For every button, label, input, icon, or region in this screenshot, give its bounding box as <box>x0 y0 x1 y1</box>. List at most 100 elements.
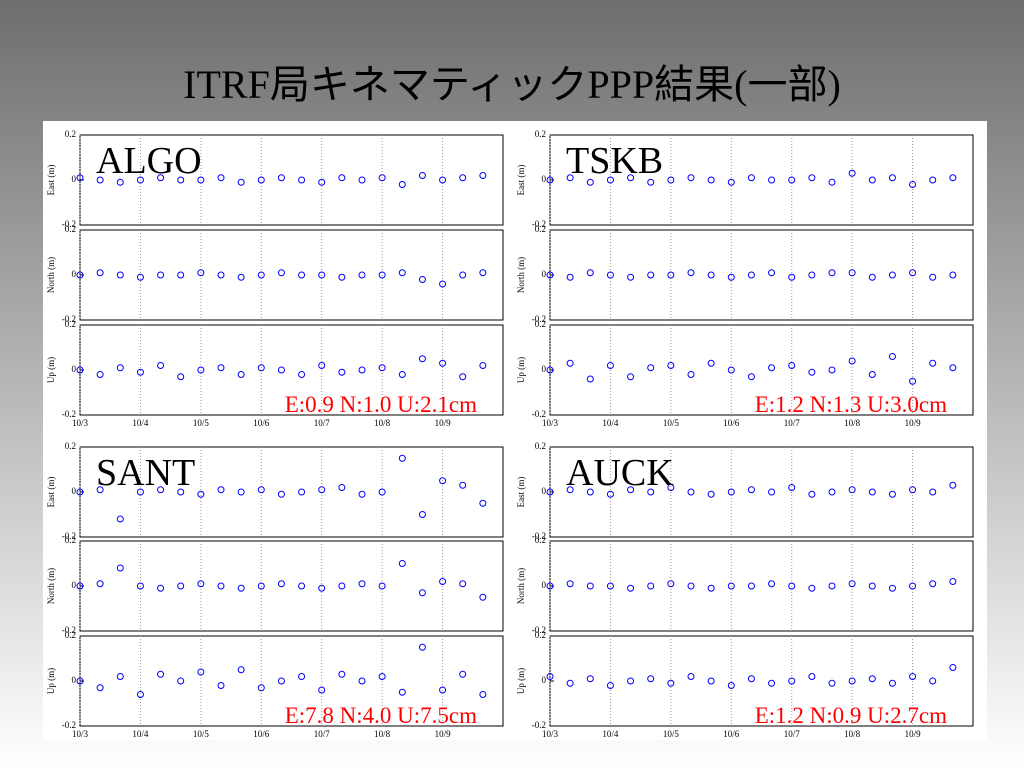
data-point <box>687 673 695 680</box>
data-point <box>909 181 917 188</box>
data-point <box>667 362 675 369</box>
y-axis-label: Up (m) <box>46 668 56 694</box>
data-point <box>707 490 715 498</box>
data-point <box>667 679 675 687</box>
data-point <box>566 679 574 687</box>
data-point <box>479 362 487 369</box>
data-point <box>848 169 856 177</box>
plot-frame <box>549 446 974 538</box>
x-tick-label: 10/6 <box>723 418 740 428</box>
data-point <box>298 176 306 184</box>
data-point <box>479 691 487 698</box>
data-point <box>848 486 856 494</box>
data-point <box>727 178 735 186</box>
data-point <box>828 366 836 374</box>
data-point <box>378 364 386 372</box>
data-point <box>217 174 225 182</box>
data-point <box>177 373 185 381</box>
data-point <box>76 582 84 590</box>
data-point <box>627 584 635 592</box>
data-point <box>949 271 957 279</box>
data-point <box>338 484 346 491</box>
data-point <box>378 271 386 279</box>
y-axis-label: East (m) <box>46 165 56 196</box>
data-point <box>177 271 185 279</box>
data-point <box>868 371 876 378</box>
data-point <box>707 677 715 685</box>
y-tick-label: 0 <box>542 675 547 685</box>
data-point <box>647 271 655 279</box>
y-tick-label: 0.2 <box>535 535 546 545</box>
y-axis-label: North (m) <box>516 568 526 604</box>
data-point <box>257 684 265 692</box>
data-point <box>237 666 245 674</box>
data-point <box>298 488 306 496</box>
x-tick-label: 10/8 <box>374 729 391 739</box>
x-tick-label: 10/5 <box>663 418 680 428</box>
data-point <box>566 580 574 588</box>
data-point <box>197 366 205 374</box>
y-tick-label: 0.2 <box>65 630 76 640</box>
data-point <box>197 176 205 184</box>
data-point <box>586 269 594 277</box>
data-point <box>949 578 957 585</box>
data-point <box>459 174 467 182</box>
data-point <box>848 269 856 277</box>
data-point <box>768 269 776 277</box>
data-point <box>76 271 84 279</box>
data-point <box>358 176 366 184</box>
x-tick-label: 10/4 <box>602 418 619 428</box>
data-point <box>667 484 675 491</box>
data-point <box>546 673 554 680</box>
data-point <box>788 362 796 369</box>
plot-frame <box>549 229 974 321</box>
data-point <box>888 271 896 279</box>
x-tick-label: 10/5 <box>193 729 210 739</box>
x-tick-label: 10/7 <box>784 729 801 739</box>
data-point <box>358 580 366 588</box>
x-tick-label: 10/6 <box>253 418 270 428</box>
data-point <box>747 271 755 279</box>
data-point <box>338 670 346 678</box>
data-point <box>96 580 104 588</box>
data-point <box>949 481 957 489</box>
data-point <box>157 174 165 182</box>
data-point <box>136 273 144 281</box>
slide-title: ITRF局キネマティックPPP結果(一部) <box>183 62 841 107</box>
data-point <box>707 271 715 279</box>
data-point <box>418 511 426 518</box>
y-axis-label: North (m) <box>516 257 526 293</box>
data-point <box>116 673 124 680</box>
x-tick-label: 10/4 <box>132 418 149 428</box>
data-point <box>237 584 245 592</box>
data-point <box>136 176 144 184</box>
y-tick-label: 0.2 <box>65 319 76 329</box>
data-point <box>909 486 917 494</box>
data-point <box>687 582 695 590</box>
data-point <box>909 582 917 590</box>
data-point <box>338 582 346 590</box>
data-point <box>808 673 816 680</box>
data-point <box>217 582 225 590</box>
data-point <box>217 682 225 689</box>
data-point <box>136 368 144 376</box>
plot-frame <box>79 446 504 538</box>
data-point <box>418 172 426 179</box>
y-tick-label: -0.2 <box>532 625 546 635</box>
data-point <box>378 582 386 590</box>
data-point <box>398 269 406 277</box>
data-point <box>606 582 614 590</box>
x-tick-label: 10/9 <box>905 418 922 428</box>
data-point <box>358 677 366 685</box>
y-tick-label: -0.2 <box>62 531 76 541</box>
data-point <box>848 580 856 588</box>
data-point <box>868 488 876 496</box>
y-tick-label: -0.2 <box>532 720 546 730</box>
data-point <box>378 174 386 182</box>
data-point <box>808 174 816 182</box>
data-point <box>318 178 326 186</box>
data-point <box>177 176 185 184</box>
data-point <box>627 486 635 494</box>
